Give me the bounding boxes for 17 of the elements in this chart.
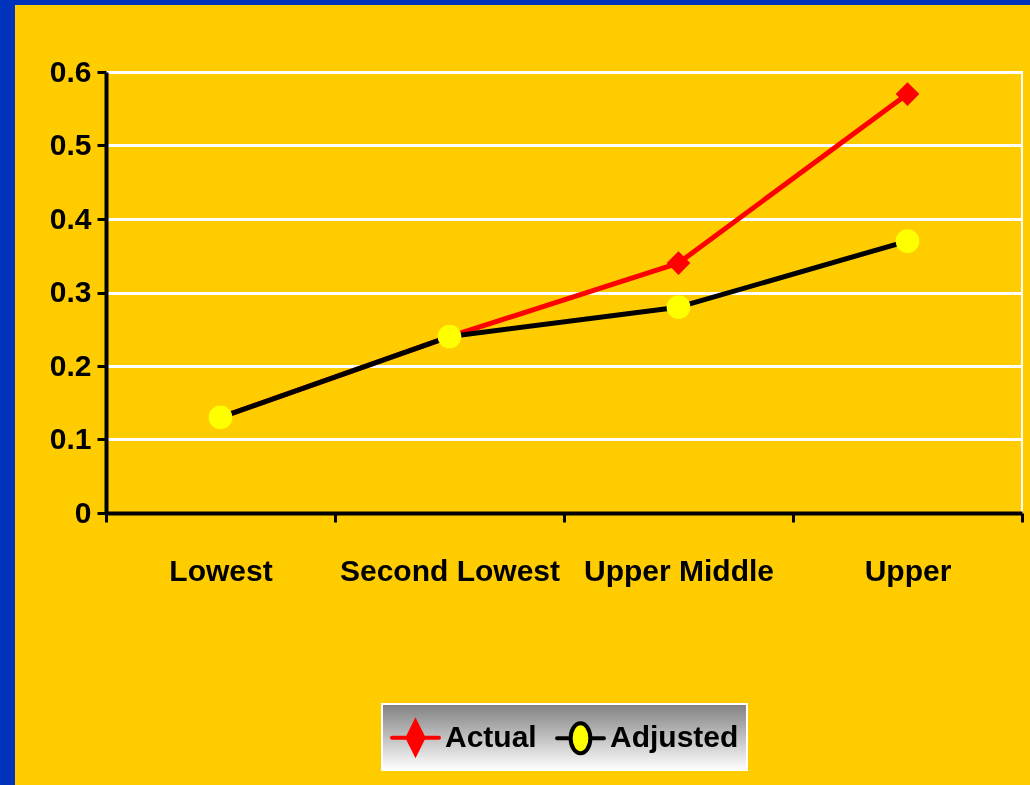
legend-label: Actual (445, 719, 537, 753)
point (666, 295, 691, 320)
x-tick-label: Lowest (169, 553, 273, 587)
y-tick-label: 0.4 (49, 201, 92, 235)
legend-label: Adjusted (610, 720, 739, 754)
y-tick-label: 0.5 (49, 128, 92, 161)
x-tick-label: Second Lowest (339, 553, 561, 587)
x-tick-label: Upper (864, 553, 952, 587)
y-tick-label: 0.2 (49, 348, 92, 382)
point (895, 82, 920, 106)
x-tick-label: Upper Middle (583, 553, 775, 587)
y-tick-label: 0 (74, 495, 92, 529)
y-tick-label: 0.3 (49, 275, 92, 308)
point (895, 229, 920, 253)
y-tick-label: 0.1 (49, 422, 92, 455)
y-tick-label: 0.6 (49, 54, 92, 88)
point (666, 251, 691, 275)
